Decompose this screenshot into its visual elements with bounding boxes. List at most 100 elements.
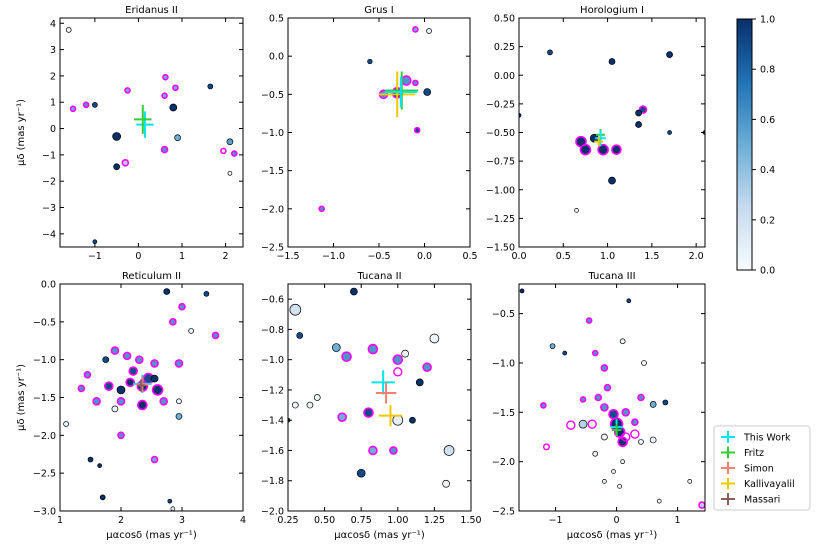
star-point <box>401 349 409 358</box>
y-tick-label: 0.00 <box>494 71 515 82</box>
member-point <box>392 354 404 365</box>
member-point <box>591 349 599 357</box>
y-tick-label: 0.0 <box>41 280 56 291</box>
legend-entry-simon: Simon <box>721 462 774 475</box>
colorbar-tick-label: 0.4 <box>760 165 775 176</box>
member-point <box>104 381 114 391</box>
y-tick-label: −2.0 <box>492 457 515 468</box>
member-point <box>159 396 168 406</box>
y-tick-label: −0.6 <box>261 295 284 306</box>
panel-title: Horologium I <box>580 5 644 16</box>
star-point <box>174 134 181 142</box>
legend-label: This Work <box>743 433 791 444</box>
y-tick-label: −3 <box>42 203 56 214</box>
member-point <box>160 145 169 154</box>
y-tick-label: −3.0 <box>33 507 56 518</box>
star-point <box>331 343 341 352</box>
member-point <box>631 418 639 426</box>
y-tick-label: −2.5 <box>261 243 284 254</box>
pm-cross-this-work <box>371 370 395 395</box>
colorbar-tick-label: 1.0 <box>760 15 775 26</box>
star-point <box>619 338 626 345</box>
member-point <box>400 75 412 86</box>
star-point <box>289 303 302 316</box>
y-axis-label: μδ (mas yr⁻¹) <box>16 99 27 166</box>
star-point <box>635 109 642 117</box>
data-layer <box>63 288 220 511</box>
x-tick-label: 0.5 <box>556 251 571 262</box>
member-point <box>117 431 125 440</box>
member-point <box>83 370 92 379</box>
star-point <box>367 58 373 65</box>
star-point <box>662 399 669 406</box>
star-point <box>620 459 626 465</box>
star-point <box>291 401 299 409</box>
y-tick-label: −0.5 <box>33 317 56 328</box>
member-point <box>594 393 603 402</box>
axes-frame <box>287 283 472 512</box>
axes-frame <box>287 17 471 248</box>
axes-frame <box>518 283 706 512</box>
star-point <box>638 439 644 445</box>
star-point <box>113 163 120 171</box>
star-point <box>608 176 616 185</box>
member-point <box>600 364 609 372</box>
member-point <box>125 377 135 388</box>
member-point <box>368 445 378 456</box>
y-tick-label: 1 <box>50 98 56 109</box>
star-point <box>429 333 440 344</box>
pm-cross-simon <box>375 382 397 404</box>
y-tick-label: 3 <box>50 45 56 56</box>
panels: Eridanus II −1 0 1 2 −4 −3 −2 −1 0 1 2 3 4 μδ (mas yr⁻… <box>16 5 706 541</box>
star-point <box>226 138 234 146</box>
member-point <box>363 407 374 418</box>
colorbar-gradient <box>736 18 753 271</box>
member-point <box>230 150 238 157</box>
y-tick-label: −1.00 <box>486 185 515 196</box>
member-point <box>128 366 138 376</box>
member-point <box>92 396 101 406</box>
star-point <box>296 332 304 339</box>
member-point <box>579 396 587 403</box>
pm-cross-fritz <box>611 424 622 436</box>
star-point <box>392 414 404 426</box>
legend-entry-kallivayalil: Kallivayalil <box>721 477 795 490</box>
star-point <box>667 130 672 135</box>
star-point <box>167 498 173 504</box>
data-layer <box>519 288 705 509</box>
x-tick-label: 0.0 <box>511 251 526 262</box>
y-tick-label: 0.5 <box>269 14 284 25</box>
legend-entry-massari: Massari <box>721 493 780 506</box>
star-point <box>442 479 450 488</box>
star-point <box>163 288 171 295</box>
colorbar-tick-label: 0.0 <box>760 266 775 277</box>
member-point <box>161 92 168 99</box>
y-tick-label: −0.5 <box>261 90 284 101</box>
star-point <box>415 378 424 387</box>
member-point <box>211 331 220 340</box>
panel-title: Tucana III <box>587 271 635 282</box>
y-tick-label: 4 <box>50 19 56 30</box>
member-point <box>412 79 419 87</box>
x-tick-label: −1.5 <box>276 251 299 262</box>
member-point <box>77 384 86 393</box>
member-point <box>82 101 90 109</box>
star-point <box>562 350 568 356</box>
colorbar-tick-label: 0.2 <box>760 215 775 226</box>
x-tick-label: 1 <box>57 515 63 526</box>
star-point <box>641 360 647 366</box>
panel-3: Horologium I 0.0 0.5 1.0 1.5 2.0 −1.50 −1.25 −1.… <box>486 5 706 262</box>
legend-entry-fritz: Fritz <box>721 446 764 459</box>
star-point <box>203 290 210 297</box>
member-point <box>178 302 186 311</box>
member-point <box>698 501 705 509</box>
member-point <box>116 396 126 406</box>
member-point <box>367 343 379 355</box>
panel-title: Tucana II <box>356 271 401 282</box>
star-point <box>97 463 103 468</box>
star-point <box>547 49 553 56</box>
star-point <box>112 132 121 141</box>
x-tick-label: 1.0 <box>600 251 615 262</box>
star-point <box>356 468 366 478</box>
member-point <box>600 403 609 412</box>
